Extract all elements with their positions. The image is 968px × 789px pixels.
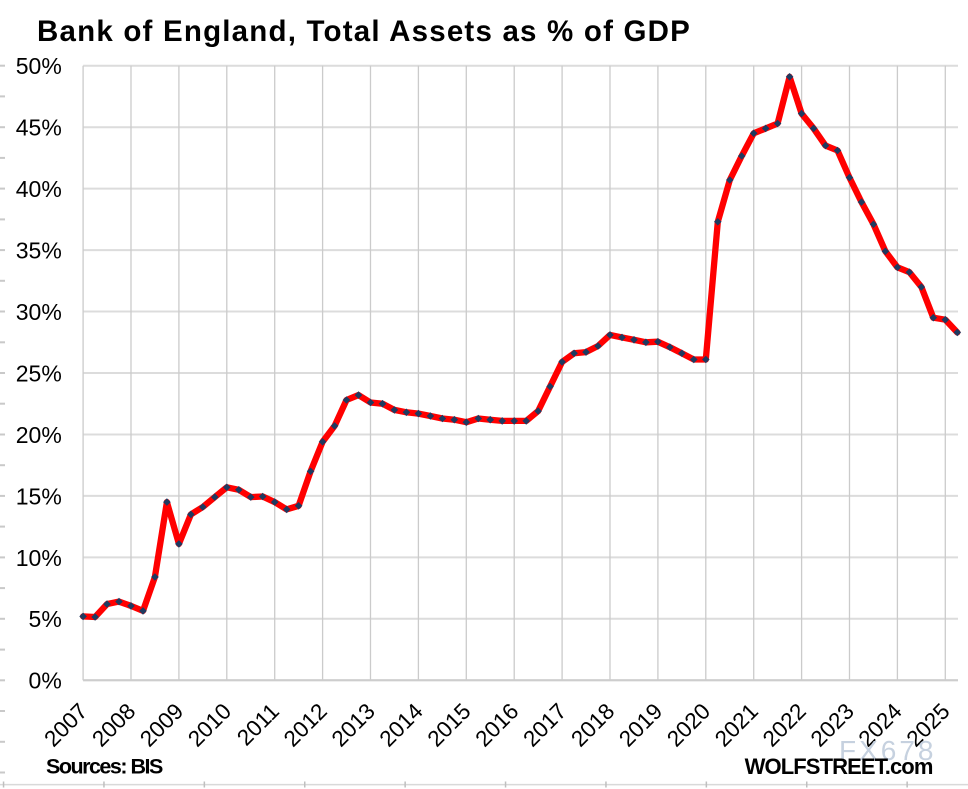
svg-text:50%: 50%: [16, 53, 62, 79]
svg-text:25%: 25%: [16, 360, 62, 386]
svg-text:FX678: FX678: [839, 735, 937, 766]
svg-text:Sources: BIS: Sources: BIS: [46, 754, 163, 778]
svg-text:WOLFSTREET.com: WOLFSTREET.com: [745, 754, 933, 779]
svg-text:45%: 45%: [16, 115, 62, 141]
svg-text:0%: 0%: [29, 668, 62, 694]
svg-text:20%: 20%: [16, 422, 62, 448]
svg-text:35%: 35%: [16, 238, 62, 264]
svg-text:40%: 40%: [16, 176, 62, 202]
svg-text:5%: 5%: [29, 606, 62, 632]
svg-text:15%: 15%: [16, 483, 62, 509]
svg-text:30%: 30%: [16, 299, 62, 325]
svg-text:10%: 10%: [16, 545, 62, 571]
svg-text:Bank of England, Total Assets: Bank of England, Total Assets as % of GD…: [37, 15, 691, 48]
